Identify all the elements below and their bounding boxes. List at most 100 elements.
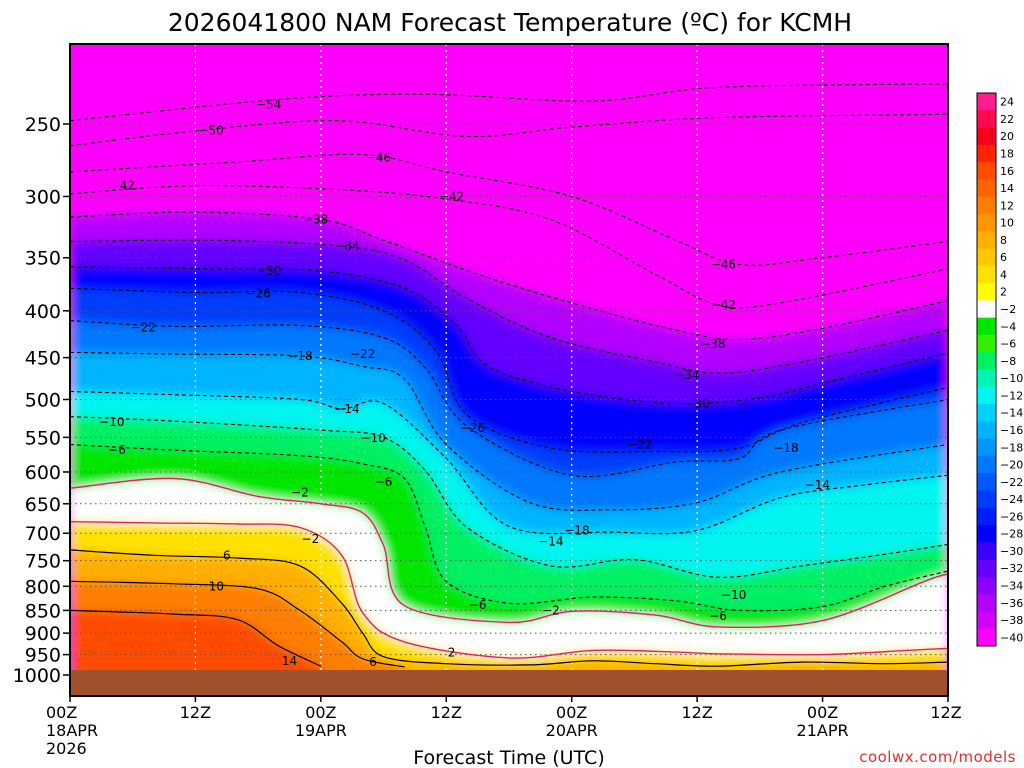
colorbar-tick-label: 16 [1000, 165, 1014, 178]
x-tick-label: 00Z [46, 703, 77, 722]
y-tick-label: 350 [25, 248, 61, 270]
isotherm-line [70, 211, 948, 341]
x-tick-label: 00Z [556, 703, 587, 722]
colorbar-swatch [977, 231, 996, 250]
colorbar-swatch [977, 473, 996, 491]
x-tick-label: 12Z [431, 703, 462, 722]
colorbar-swatch [977, 334, 996, 353]
colorbar-swatch [977, 352, 996, 370]
y-tick-label: 300 [25, 186, 61, 208]
colorbar-swatch [977, 162, 996, 180]
contour-label: −46 [366, 151, 391, 165]
colorbar-tick-label: 2 [1000, 286, 1007, 299]
contour-label: −22 [131, 320, 156, 334]
isotherm-line [70, 185, 948, 309]
colorbar-swatch [977, 144, 996, 163]
chart-title: 2026041800 NAM Forecast Temperature (ºC)… [168, 8, 852, 37]
y-tick-label: 700 [25, 523, 61, 545]
y-tick-label: 950 [25, 645, 61, 667]
credit-text: coolwx.com/models [859, 748, 1016, 766]
y-tick-label: 400 [25, 301, 61, 323]
contour-label: −22 [627, 438, 652, 452]
y-tick-label: 650 [25, 494, 61, 516]
colorbar-tick-label: 6 [1000, 251, 1007, 264]
colorbar-tick-label: −16 [1000, 424, 1023, 437]
colorbar-swatch [977, 317, 996, 336]
colorbar-tick-label: −38 [1000, 614, 1023, 627]
y-tick-label: 750 [25, 551, 61, 573]
colorbar-tick-label: 4 [1000, 268, 1007, 281]
colorbar-tick-label: −24 [1000, 493, 1023, 506]
isotherm-line [70, 549, 948, 667]
colorbar-swatch [977, 507, 996, 526]
contour-label: −6 [375, 475, 393, 489]
isotherm-line [70, 320, 948, 478]
colorbar-tick-label: −10 [1000, 372, 1023, 385]
isotherm-line [70, 351, 948, 511]
contour-label: 6 [369, 655, 377, 669]
contour-label: −6 [709, 609, 727, 623]
colorbar-tick-label: 24 [1000, 96, 1014, 109]
isotherm-line [70, 443, 948, 612]
colorbar-tick-label: 22 [1000, 113, 1014, 126]
contour-label: −14 [538, 535, 563, 549]
contour-label: −18 [287, 349, 312, 363]
colorbar-swatch [977, 438, 996, 457]
contour-label: −46 [711, 257, 736, 271]
contour-label: −38 [303, 213, 328, 227]
colorbar-tick-label: 10 [1000, 217, 1014, 230]
colorbar-swatch [977, 110, 996, 129]
colorbar-tick-label: −22 [1000, 476, 1023, 489]
colorbar-swatch [977, 525, 996, 543]
colorbar-swatch [977, 369, 996, 388]
colorbar-swatch [977, 559, 996, 578]
colorbar-swatch [977, 300, 996, 319]
colorbar-tick-label: −6 [1000, 338, 1016, 351]
contour-label: −2 [302, 532, 320, 546]
contour-label: −26 [460, 421, 485, 435]
isotherm-contours [70, 83, 948, 668]
y-tick-label: 550 [25, 427, 61, 449]
colorbar-tick-label: −12 [1000, 389, 1023, 402]
colorbar-swatch [977, 265, 996, 284]
colorbar-frame [976, 92, 997, 647]
contour-label: 6 [223, 548, 231, 562]
colorbar-tick-label: −34 [1000, 580, 1023, 593]
temperature-fill-regions [70, 44, 948, 696]
colorbar-tick-label: −32 [1000, 562, 1023, 575]
colorbar-swatch [977, 404, 996, 422]
colorbar-swatch [977, 213, 996, 232]
colorbar-tick-label: 18 [1000, 147, 1014, 160]
colorbar-tick-label: −28 [1000, 528, 1023, 541]
x-tick-label: 21APR [797, 721, 849, 740]
contour-label: −30 [684, 396, 709, 410]
y-tick-label: 450 [25, 348, 61, 370]
contour-label: −10 [721, 588, 746, 602]
y-tick-label: 1000 [13, 665, 61, 687]
x-tick-label: 18APR [46, 721, 98, 740]
x-tick-label: 20APR [546, 721, 598, 740]
contour-label: −2 [542, 603, 560, 617]
colorbar-swatch [977, 248, 996, 267]
colorbar-tick-label: −26 [1000, 510, 1023, 523]
colorbar-swatch [977, 628, 996, 647]
colorbar-tick-label: 20 [1000, 130, 1014, 143]
colorbar-tick-label: 14 [1000, 182, 1014, 195]
contour-label: −18 [564, 523, 589, 537]
contour-label: −50 [198, 123, 223, 137]
isotherm-line [70, 416, 948, 578]
y-tick-label: 600 [25, 462, 61, 484]
isotherm-line [70, 390, 948, 535]
colorbar-tick-label: −2 [1000, 303, 1016, 316]
plot-area: −54−50−46−42−42−38−34−30−26−22−18 −22−14−… [70, 44, 948, 696]
x-tick-label: 12Z [681, 703, 712, 722]
y-tick-label: 800 [25, 576, 61, 598]
x-tick-label: 19APR [295, 721, 347, 740]
contour-label: −10 [99, 415, 124, 429]
y-tick-label: 500 [25, 390, 61, 412]
colorbar: 24 22 20 18 16 14 12 10 8 6 4 2 −2 −4 −6 −8 −10 −12 −14 −16… [976, 92, 1023, 647]
colorbar-swatch [977, 93, 996, 111]
colorbar-swatch [977, 490, 996, 509]
